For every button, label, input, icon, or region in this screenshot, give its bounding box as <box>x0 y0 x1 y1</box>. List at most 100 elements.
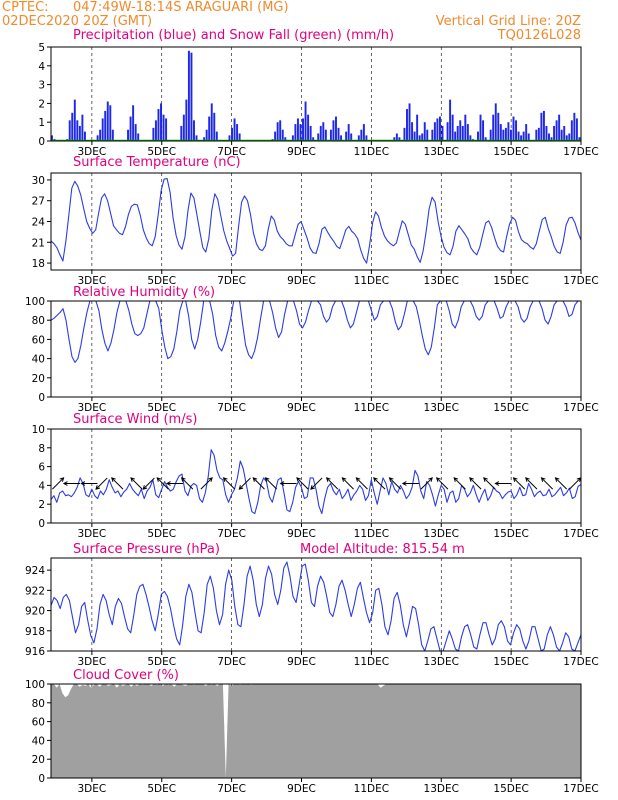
wind-arrow <box>95 477 108 490</box>
x-tick-label: 17DEC <box>563 402 598 414</box>
wind-arrow <box>569 477 582 490</box>
precip-bar <box>492 114 495 141</box>
x-tick-label: 7DEC <box>217 402 246 414</box>
x-tick-label: 3DEC <box>78 402 107 414</box>
wind-title: Surface Wind (m/s) <box>73 412 197 427</box>
y-tick-label: 916 <box>25 646 45 658</box>
y-tick-label: 100 <box>25 679 45 691</box>
precip-bar <box>403 127 406 141</box>
precip-bar <box>542 110 545 141</box>
precip-bar <box>426 129 429 141</box>
x-tick-label: 11DEC <box>354 402 389 414</box>
precip-bar <box>360 129 363 141</box>
precip-bar <box>537 127 540 141</box>
precip-bar <box>329 129 332 141</box>
precip-bar <box>416 114 419 141</box>
wind-arrow <box>238 477 251 490</box>
precip-bar <box>406 109 408 141</box>
pressure-title: Surface Pressure (hPa) <box>73 542 220 557</box>
precip-bar <box>413 131 416 141</box>
precip-bar <box>152 127 155 141</box>
wind-arrow <box>200 477 213 490</box>
y-tick-label: 60 <box>32 717 45 729</box>
precip-bar <box>319 125 322 141</box>
precip-bar <box>101 118 104 141</box>
source-label: CPTEC: <box>2 0 49 15</box>
x-tick-label: 11DEC <box>354 783 389 795</box>
precip-bar <box>525 124 528 141</box>
wind-panel: Surface Wind (m/s) 0 2 4 6 8 10 3DEC 5DEC 7DEC 9D… <box>32 412 599 540</box>
precip-bar <box>502 129 505 141</box>
precip-bar <box>154 120 157 141</box>
wind-arrow <box>355 477 368 490</box>
precip-bar <box>436 118 439 141</box>
precip-bar <box>137 133 140 141</box>
precip-bar <box>294 124 297 141</box>
panel-frame <box>50 300 582 398</box>
precip-bar <box>497 112 500 141</box>
y-tick-label: 920 <box>25 606 45 618</box>
precip-bar <box>205 129 208 141</box>
x-tick-label: 5DEC <box>147 783 176 795</box>
x-tick-label: 17DEC <box>563 528 598 540</box>
wind-arrow <box>453 477 466 490</box>
precip-bar <box>274 131 277 141</box>
precip-bar <box>560 129 563 141</box>
x-tick-label: 17DEC <box>563 783 598 795</box>
x-tick-label: 9DEC <box>287 528 316 540</box>
x-tick-label: 13DEC <box>424 656 459 668</box>
y-tick-label: 40 <box>32 735 45 747</box>
precip-bar <box>449 99 452 141</box>
precip-bar <box>68 120 71 141</box>
humidity-panel: Relative Humidity (%) 0 20 40 60 80 100 3DEC 5D… <box>25 285 599 414</box>
x-tick-label: 11DEC <box>354 528 389 540</box>
precip-bar <box>180 125 183 141</box>
x-tick-label: 9DEC <box>287 402 316 414</box>
pressure-panel: Surface Pressure (hPa) Model Altitude: 8… <box>25 542 599 668</box>
wind-arrow <box>373 477 386 490</box>
precip-bar <box>540 112 543 141</box>
precip-bar <box>535 129 538 141</box>
y-tick-label: 4 <box>38 480 45 492</box>
wind-arrow <box>341 477 354 490</box>
x-tick-label: 5DEC <box>147 656 176 668</box>
y-tick-label: 20 <box>32 373 45 385</box>
y-tick-label: 20 <box>32 754 45 766</box>
x-tick-label: 9DEC <box>287 783 316 795</box>
wind-arrow <box>62 481 80 486</box>
precip-bar <box>507 122 510 141</box>
precip-bar <box>517 131 520 141</box>
precip-bar <box>454 131 457 141</box>
y-tick-label: 924 <box>25 565 45 577</box>
series-line <box>50 300 581 363</box>
y-tick-label: 80 <box>32 698 45 710</box>
precip-bar <box>408 103 411 141</box>
series-line <box>50 561 582 652</box>
x-tick-label: 11DEC <box>354 656 389 668</box>
panel-frame <box>50 46 582 142</box>
y-tick-label: 2 <box>38 499 45 511</box>
precip-bar <box>332 120 335 141</box>
precip-bar <box>127 129 130 141</box>
precip-bar <box>499 124 502 141</box>
precip-bar <box>558 114 561 141</box>
precip-bar <box>71 112 74 141</box>
y-tick-label: 10 <box>32 424 45 436</box>
precip-bar <box>411 122 414 141</box>
precip-bar <box>522 131 525 141</box>
x-tick-label: 9DEC <box>287 146 316 158</box>
wind-arrow <box>469 477 482 490</box>
precip-bar <box>395 133 398 141</box>
wind-arrow <box>325 477 339 490</box>
y-tick-label: 918 <box>25 626 45 638</box>
precip-bar <box>563 125 566 141</box>
precip-bar <box>187 50 190 142</box>
x-tick-label: 11DEC <box>354 146 389 158</box>
wind-arrow <box>296 477 309 490</box>
x-tick-label: 7DEC <box>217 146 246 158</box>
y-tick-label: 922 <box>25 585 45 597</box>
precip-bar <box>76 120 79 141</box>
temperature-panel: Surface Temperature (nC) 18 21 24 27 30 3DEC 5… <box>32 155 599 287</box>
temperature-title: Surface Temperature (nC) <box>73 155 241 170</box>
precip-bar <box>438 116 441 141</box>
